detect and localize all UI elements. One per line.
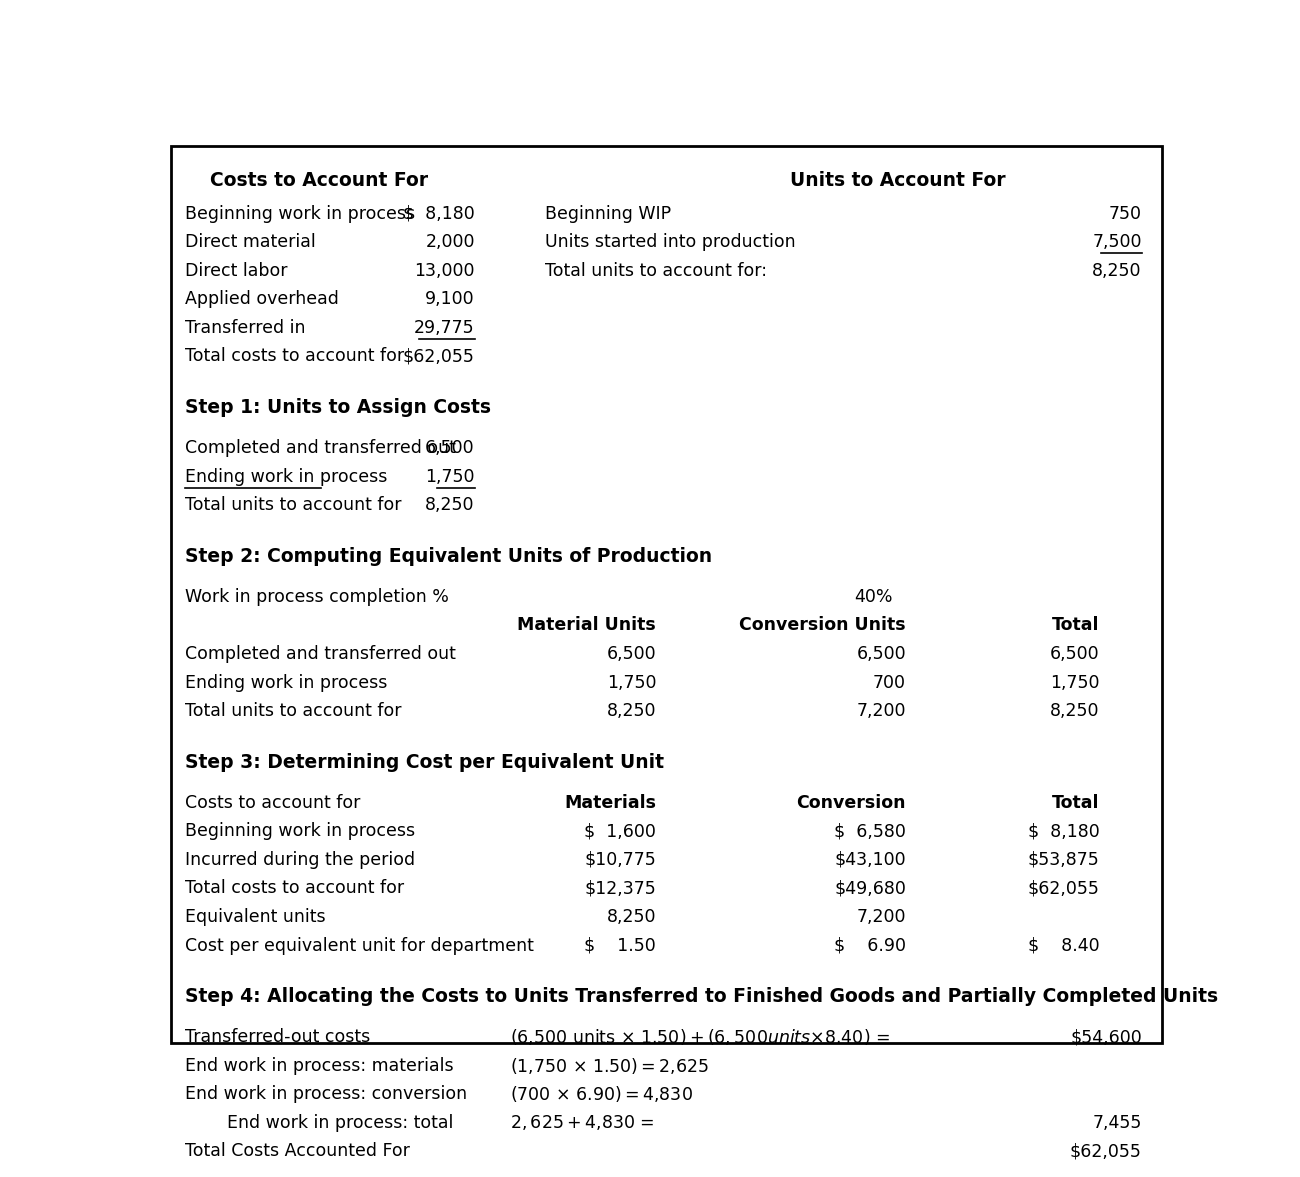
Text: $10,775: $10,775 (585, 851, 656, 869)
Text: Beginning work in process: Beginning work in process (185, 205, 415, 222)
Text: 7,455: 7,455 (1092, 1113, 1141, 1132)
Text: Cost per equivalent unit for department: Cost per equivalent unit for department (185, 937, 533, 955)
Text: Total costs to account for: Total costs to account for (185, 347, 404, 366)
Text: Step 2: Computing Equivalent Units of Production: Step 2: Computing Equivalent Units of Pr… (185, 547, 712, 566)
Text: Beginning work in process: Beginning work in process (185, 823, 415, 840)
Text: $    1.50: $ 1.50 (585, 937, 656, 955)
Text: Transferred-out costs: Transferred-out costs (185, 1029, 370, 1046)
Text: 8,250: 8,250 (607, 907, 656, 926)
Text: Costs to Account For: Costs to Account For (209, 172, 428, 191)
Text: 700: 700 (874, 673, 906, 692)
Text: Units to Account For: Units to Account For (790, 172, 1006, 191)
Text: 6,500: 6,500 (857, 645, 906, 663)
Text: $62,055: $62,055 (1027, 879, 1100, 897)
Text: Work in process completion %: Work in process completion % (185, 587, 448, 606)
Text: 6,500: 6,500 (425, 439, 474, 457)
Text: Total units to account for: Total units to account for (185, 703, 402, 720)
Text: Ending work in process: Ending work in process (185, 467, 387, 486)
Text: 6,500: 6,500 (1050, 645, 1100, 663)
Text: Total units to account for:: Total units to account for: (546, 261, 767, 280)
Text: Applied overhead: Applied overhead (185, 291, 338, 308)
Text: Transferred in: Transferred in (185, 319, 306, 337)
Text: Materials: Materials (564, 793, 656, 812)
Text: 1,750: 1,750 (1050, 673, 1100, 692)
Text: Units started into production: Units started into production (546, 233, 796, 251)
Text: (700 × $6.90) = $4,830: (700 × $6.90) = $4,830 (510, 1084, 693, 1104)
Text: End work in process: materials: End work in process: materials (185, 1057, 454, 1075)
Text: $  8,180: $ 8,180 (403, 205, 474, 222)
Text: Ending work in process: Ending work in process (185, 673, 387, 692)
Text: Completed and transferred out: Completed and transferred out (185, 439, 455, 457)
Text: $49,680: $49,680 (835, 879, 906, 897)
Text: 750: 750 (1109, 205, 1141, 222)
Text: $43,100: $43,100 (835, 851, 906, 869)
Text: 9,100: 9,100 (425, 291, 474, 308)
Text: (1,750 × $1.50) = $2,625: (1,750 × $1.50) = $2,625 (510, 1056, 710, 1076)
Text: 29,775: 29,775 (415, 319, 474, 337)
Text: (6,500 units × $1.50) + (6,500 units × $8.40) =: (6,500 units × $1.50) + (6,500 units × $… (510, 1028, 890, 1048)
Text: $  1,600: $ 1,600 (584, 823, 656, 840)
Text: Total units to account for: Total units to account for (185, 497, 402, 514)
Text: 1,750: 1,750 (425, 467, 474, 486)
Text: Direct labor: Direct labor (185, 261, 287, 280)
Text: $53,875: $53,875 (1028, 851, 1100, 869)
Text: $12,375: $12,375 (585, 879, 656, 897)
Text: Step 4: Allocating the Costs to Units Transferred to Finished Goods and Partiall: Step 4: Allocating the Costs to Units Tr… (185, 988, 1218, 1006)
Text: Incurred during the period: Incurred during the period (185, 851, 415, 869)
Text: Completed and transferred out: Completed and transferred out (185, 645, 455, 663)
Text: Direct material: Direct material (185, 233, 316, 251)
Text: 8,250: 8,250 (607, 703, 656, 720)
Text: 13,000: 13,000 (415, 261, 474, 280)
Text: Conversion: Conversion (797, 793, 906, 812)
Text: 8,250: 8,250 (1050, 703, 1100, 720)
Text: 1,750: 1,750 (607, 673, 656, 692)
Text: Total Costs Accounted For: Total Costs Accounted For (185, 1143, 410, 1161)
Text: Total costs to account for: Total costs to account for (185, 879, 404, 897)
Text: $    8.40: $ 8.40 (1028, 937, 1100, 955)
Text: Equivalent units: Equivalent units (185, 907, 325, 926)
Text: $    6.90: $ 6.90 (835, 937, 906, 955)
Text: 2,000: 2,000 (425, 233, 474, 251)
Text: 8,250: 8,250 (1092, 261, 1141, 280)
Text: End work in process: conversion: End work in process: conversion (185, 1085, 467, 1103)
Text: $62,055: $62,055 (1070, 1143, 1141, 1161)
Text: Total: Total (1052, 617, 1100, 634)
Text: $2,625 + $4,830 =: $2,625 + $4,830 = (510, 1113, 655, 1132)
Text: $  6,580: $ 6,580 (835, 823, 906, 840)
Text: Costs to account for: Costs to account for (185, 793, 360, 812)
Text: 7,200: 7,200 (857, 907, 906, 926)
Text: 6,500: 6,500 (607, 645, 656, 663)
Text: $54,600: $54,600 (1070, 1029, 1141, 1046)
Text: End work in process: total: End work in process: total (227, 1113, 454, 1132)
Text: Total: Total (1052, 793, 1100, 812)
Text: 7,500: 7,500 (1092, 233, 1141, 251)
Text: Step 1: Units to Assign Costs: Step 1: Units to Assign Costs (185, 398, 490, 417)
Text: Conversion Units: Conversion Units (740, 617, 906, 634)
Text: 8,250: 8,250 (425, 497, 474, 514)
Text: Material Units: Material Units (517, 617, 656, 634)
Text: $62,055: $62,055 (403, 347, 474, 366)
Text: $  8,180: $ 8,180 (1028, 823, 1100, 840)
Text: Step 3: Determining Cost per Equivalent Unit: Step 3: Determining Cost per Equivalent … (185, 753, 664, 772)
Text: 40%: 40% (854, 587, 893, 606)
Text: Beginning WIP: Beginning WIP (546, 205, 672, 222)
Text: 7,200: 7,200 (857, 703, 906, 720)
